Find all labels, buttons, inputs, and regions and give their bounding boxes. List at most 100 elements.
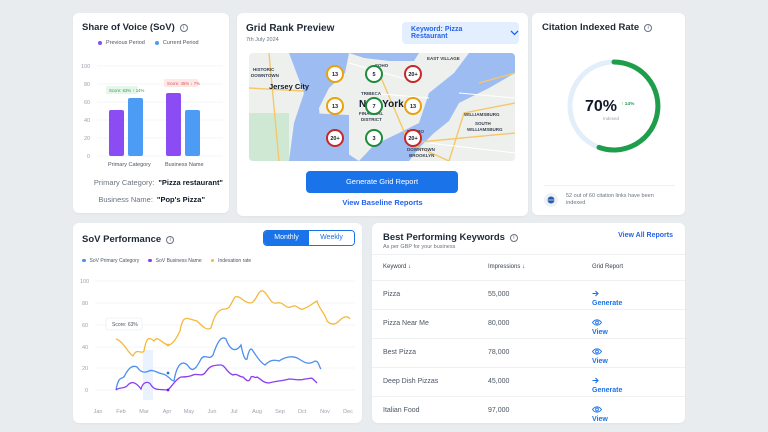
column-keyword[interactable]: Keyword ↓: [383, 264, 412, 270]
svg-text:SOHO: SOHO: [375, 63, 389, 68]
svg-text:Dec: Dec: [343, 409, 353, 415]
svg-text:70%: 70%: [585, 98, 617, 115]
eye-icon: [592, 406, 602, 413]
svg-text:80: 80: [84, 82, 90, 88]
svg-text:Oct: Oct: [298, 409, 307, 415]
legend-label: SoV Business Name: [155, 258, 202, 264]
performance-title-text: SoV Performance: [82, 234, 162, 245]
keywords-title: Best Performing Keywords i: [383, 232, 518, 243]
grid-rank-card: Grid Rank Preview 7th July 2024 Keyword:…: [237, 13, 528, 216]
dot-icon: [98, 40, 102, 45]
svg-text:WILLIAMSBURG: WILLIAMSBURG: [467, 127, 503, 132]
citation-title-text: Citation Indexed Rate: [542, 22, 640, 33]
keyword-select[interactable]: Keyword: Pizza Restaurant: [402, 22, 519, 44]
svg-text:Apr: Apr: [163, 409, 172, 415]
svg-text:20+: 20+: [408, 72, 417, 78]
svg-text:SOUTH: SOUTH: [475, 121, 491, 126]
impressions-cell: 97,000: [488, 407, 510, 414]
view-button[interactable]: View: [592, 348, 608, 365]
table-row: Best Pizza 78,000 View: [372, 339, 685, 368]
generate-button[interactable]: Generate: [592, 377, 622, 394]
svg-text:80: 80: [82, 301, 88, 307]
citation-footer-text: 52 out of 60 citation links have been ind…: [566, 193, 654, 207]
keywords-title-text: Best Performing Keywords: [383, 232, 505, 243]
keywords-subtitle: As per GBP for your business: [383, 244, 456, 250]
footer-line: indexed: [566, 200, 586, 206]
svg-text:Indexed: Indexed: [603, 116, 620, 121]
primary-category-row: Primary Category: "Pizza restaurant": [73, 178, 223, 187]
svg-text:13: 13: [332, 104, 338, 110]
performance-line-chart: 100 80 60 40 20 0 Score: 63% Jan Feb Mar Apr Ma…: [80, 279, 355, 415]
info-icon[interactable]: i: [644, 23, 653, 32]
info-icon[interactable]: i: [166, 235, 175, 244]
legend-current: Current Period: [154, 40, 199, 46]
chevron-down-icon: [510, 30, 519, 36]
map-view[interactable]: HISTORIC DOWNTOWN Jersey City New York E…: [249, 53, 515, 161]
generate-grid-report-button[interactable]: Generate Grid Report: [306, 171, 458, 193]
sov-bar-chart: 100 80 60 40 20 0 Score: 63% ↑ 14% Score: 45…: [81, 64, 223, 168]
footer-line: 52 out of 60 citation links have been: [566, 193, 654, 199]
svg-text:Score: 63% ↑ 14%: Score: 63% ↑ 14%: [109, 88, 145, 93]
legend-business: SoV Business Name: [148, 258, 202, 264]
svg-text:Mar: Mar: [139, 409, 149, 415]
dot-icon: [148, 258, 152, 263]
citation-footer: 52 out of 60 citation links have been ind…: [544, 185, 675, 207]
share-of-voice-card: Share of Voice (SoV) i Previous Period C…: [73, 13, 229, 213]
toggle-monthly[interactable]: Monthly: [264, 231, 309, 245]
svg-text:Feb: Feb: [116, 409, 125, 415]
globe-icon-wrap: [544, 193, 558, 207]
view-all-reports-link[interactable]: View All Reports: [618, 232, 673, 239]
svg-text:100: 100: [81, 64, 90, 70]
table-row: Deep Dish Pizzas 45,000 Generate: [372, 368, 685, 397]
toggle-weekly[interactable]: Weekly: [309, 231, 354, 245]
generate-button[interactable]: Generate: [592, 290, 622, 307]
svg-text:Jun: Jun: [208, 409, 217, 415]
svg-text:60: 60: [84, 100, 90, 106]
svg-text:0: 0: [85, 388, 88, 394]
view-baseline-reports-link[interactable]: View Baseline Reports: [342, 198, 423, 207]
svg-text:TRIBECA: TRIBECA: [361, 91, 382, 96]
view-button[interactable]: View: [592, 406, 608, 423]
svg-text:0: 0: [87, 154, 90, 160]
sov-title: Share of Voice (SoV) i: [82, 22, 188, 33]
keyword-cell: Italian Food: [383, 407, 420, 414]
impressions-cell: 45,000: [488, 378, 510, 385]
legend-indexation: Indexation rate: [210, 258, 251, 264]
svg-text:20+: 20+: [408, 136, 417, 142]
keyword-select-value: Keyword: Pizza Restaurant: [411, 26, 463, 40]
eye-icon: [592, 348, 602, 355]
eye-icon: [592, 319, 602, 326]
column-grid-report: Grid Report: [592, 264, 624, 270]
info-icon[interactable]: i: [179, 23, 188, 32]
sov-performance-card: SoV Performance i Monthly Weekly SoV Pri…: [73, 223, 362, 423]
impressions-cell: 80,000: [488, 320, 510, 327]
grid-rank-title: Grid Rank Preview: [246, 23, 335, 34]
svg-text:20+: 20+: [330, 136, 339, 142]
performance-legend: SoV Primary Category SoV Business Name I…: [82, 258, 251, 264]
keyword-cell: Pizza: [383, 291, 401, 298]
svg-text:40: 40: [82, 345, 88, 351]
svg-text:DOWNTOWN: DOWNTOWN: [251, 73, 279, 78]
svg-text:Jan: Jan: [94, 409, 103, 415]
svg-text:5: 5: [372, 72, 375, 78]
dot-icon: [154, 40, 159, 45]
citation-ring: 70% ↑ 14% Indexed: [567, 59, 661, 153]
keyword-cell: Deep Dish Pizzas: [383, 378, 439, 385]
sov-legend: Previous Period Current Period: [98, 40, 199, 46]
column-impressions[interactable]: Impressions ↓: [488, 264, 526, 270]
action-label: View: [592, 358, 608, 365]
info-icon[interactable]: i: [509, 233, 518, 242]
citation-card: Citation Indexed Rate i 70% ↑ 14% Indexe…: [532, 13, 685, 215]
arrow-right-icon: [592, 377, 599, 384]
svg-text:7: 7: [372, 104, 375, 110]
view-button[interactable]: View: [592, 319, 608, 336]
action-label: View: [592, 329, 608, 336]
svg-text:40: 40: [84, 118, 90, 124]
svg-text:DOWNTOWN: DOWNTOWN: [407, 147, 435, 152]
table-row: Italian Food 97,000 View: [372, 397, 685, 426]
svg-text:3: 3: [372, 136, 375, 142]
map-graphic: HISTORIC DOWNTOWN Jersey City New York E…: [249, 53, 515, 161]
svg-text:Primary Category: Primary Category: [108, 162, 151, 168]
performance-title: SoV Performance i: [82, 234, 175, 245]
globe-icon: [547, 196, 555, 204]
